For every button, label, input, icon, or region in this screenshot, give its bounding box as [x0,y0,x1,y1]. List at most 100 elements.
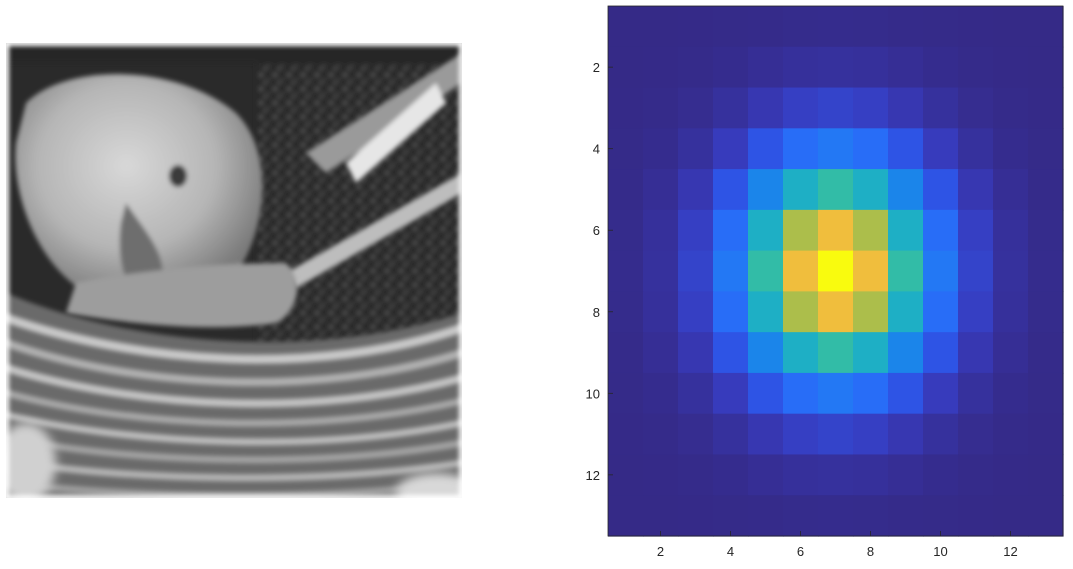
heatmap-cell [818,454,854,496]
heatmap-cell [818,250,854,292]
heatmap-cell [853,169,889,211]
heatmap-cell [608,454,644,496]
heatmap-cells [608,6,1064,537]
heatmap-cell [713,413,749,456]
heatmap-cell [888,454,924,496]
heatmap-cell [888,250,924,292]
heatmap-cell [853,46,889,89]
heatmap-cell [853,413,889,456]
heatmap-cell [958,454,994,496]
heatmap-cell [923,128,959,170]
heatmap-cell [923,291,959,333]
y-tick-label: 12 [586,468,600,483]
y-tick-label: 10 [586,386,600,401]
heatmap-cell [713,6,749,48]
heatmap-cell [748,495,784,537]
heatmap-cell [1028,87,1064,129]
y-tick-label: 8 [593,305,600,320]
x-tick-label: 12 [1003,544,1017,559]
heatmap-cell [888,169,924,211]
heatmap-cell [993,209,1029,252]
heatmap-cell [643,250,679,292]
heatmap-cell [713,87,749,129]
y-tick-label: 6 [593,223,600,238]
heatmap-cell [678,454,714,496]
heatmap-chart: 2 4 6 8 10 12 2 4 6 8 10 12 [586,5,1064,559]
heatmap-cell [923,87,959,129]
heatmap-cell [853,372,889,415]
heatmap-cell [608,128,644,170]
heatmap-cell [1028,6,1064,48]
heatmap-cell [748,46,784,89]
heatmap-cell [923,46,959,89]
heatmap-cell [748,454,784,496]
heatmap-cell [923,250,959,292]
heatmap-cell [958,413,994,456]
heatmap-cell [958,209,994,252]
heatmap-cell [608,46,644,89]
heatmap-cell [643,332,679,374]
heatmap-cell [993,169,1029,211]
heatmap-cell [888,291,924,333]
heatmap-cell [748,128,784,170]
heatmap-cell [853,291,889,333]
heatmap-cell [958,46,994,89]
heatmap-cell [958,372,994,415]
heatmap-cell [888,128,924,170]
heatmap-cell [1028,495,1064,537]
heatmap-cell [783,291,819,333]
heatmap-cell [993,128,1029,170]
heatmap-cell [888,495,924,537]
heatmap-cell [643,128,679,170]
heatmap-cell [888,87,924,129]
x-tick-label: 4 [727,544,734,559]
heatmap-cell [993,6,1029,48]
heatmap-cell [1028,128,1064,170]
heatmap-cell [678,372,714,415]
heatmap-cell [608,87,644,129]
heatmap-cell [958,332,994,374]
heatmap-cell [783,495,819,537]
heatmap-cell [713,291,749,333]
heatmap-cell [853,250,889,292]
heatmap-cell [713,332,749,374]
heatmap-figure: 2 4 6 8 10 12 2 4 6 8 10 12 [560,0,1073,564]
heatmap-cell [643,413,679,456]
heatmap-cell [643,46,679,89]
heatmap-cell [678,291,714,333]
heatmap-cell [783,332,819,374]
heatmap-cell [853,495,889,537]
heatmap-cell [993,250,1029,292]
heatmap-cell [923,209,959,252]
heatmap-cell [853,128,889,170]
heatmap-cell [748,6,784,48]
heatmap-cell [923,332,959,374]
heatmap-cell [818,128,854,170]
heatmap-cell [783,46,819,89]
heatmap-cell [643,6,679,48]
heatmap-cell [923,495,959,537]
heatmap-cell [608,6,644,48]
heatmap-cell [1028,372,1064,415]
heatmap-cell [958,250,994,292]
heatmap-cell [958,87,994,129]
heatmap-cell [1028,209,1064,252]
heatmap-cell [678,6,714,48]
heatmap-cell [1028,169,1064,211]
heatmap-cell [783,250,819,292]
heatmap-cell [608,209,644,252]
heatmap-cell [643,209,679,252]
heatmap-cell [888,46,924,89]
y-tick-label: 4 [593,142,600,157]
heatmap-cell [748,372,784,415]
heatmap-cell [783,413,819,456]
heatmap-cell [713,46,749,89]
y-axis-ticks: 2 4 6 8 10 12 [586,60,613,483]
heatmap-cell [958,6,994,48]
heatmap-cell [853,332,889,374]
heatmap-cell [818,6,854,48]
heatmap-cell [783,128,819,170]
heatmap-cell [713,128,749,170]
heatmap-cell [713,495,749,537]
heatmap-cell [748,209,784,252]
